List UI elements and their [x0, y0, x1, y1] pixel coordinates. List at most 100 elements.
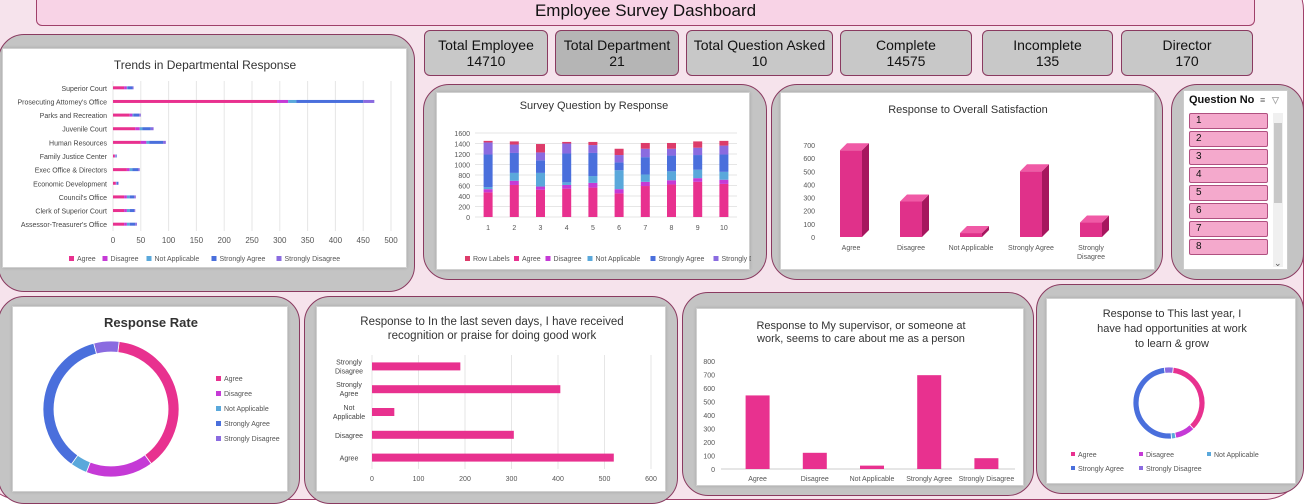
bar-strongly-disagree — [483, 142, 493, 155]
legend-swatch-strongly-agree — [216, 421, 221, 426]
x-tick-label: 5 — [591, 225, 595, 232]
slicer-title: Question No — [1189, 94, 1255, 106]
bar-top-strongly-agree — [1020, 164, 1049, 172]
legend-label-strongly-disagree: Strongly Disagree — [285, 256, 341, 263]
legend-swatch-disagree — [102, 256, 108, 261]
legend-label-not-applicable: Not Applicable — [155, 256, 200, 263]
bar-not-applicable — [640, 174, 650, 182]
kpi-label: Total Question Asked — [693, 37, 826, 53]
bar-agree — [113, 154, 115, 158]
slicer-item-3[interactable]: 3 — [1189, 149, 1268, 165]
legend-label-strongly-agree: Strongly Agree — [224, 421, 270, 428]
y-tick-label: Parks and Recreation — [40, 113, 107, 120]
y-tick-label: 0 — [811, 235, 815, 242]
bar-disagree — [124, 195, 127, 199]
bar-disagree — [719, 179, 729, 184]
legend-swatch-not-applicable — [1207, 452, 1211, 456]
bar-agree — [509, 184, 519, 217]
bar-strongly-agree — [719, 154, 729, 172]
x-tick-label: 450 — [357, 236, 371, 245]
x-tick-label: Disagree — [897, 245, 925, 252]
legend-swatch-strongly-agree — [1071, 466, 1075, 470]
x-tick-label: 300 — [506, 476, 518, 483]
bar-disagree — [126, 168, 130, 172]
overall-chart: Response to Overall Satisfaction 0 100 200 3… — [803, 104, 1109, 261]
slicer-item-7[interactable]: 7 — [1189, 221, 1268, 237]
bar-disagree — [129, 113, 133, 117]
scroll-thumb[interactable] — [1274, 123, 1282, 203]
bar-strongly-disagree — [614, 155, 624, 163]
legend-label-agree: Agree — [522, 256, 541, 263]
bar-strongly-agree — [142, 127, 151, 131]
bar-strongly-agree — [640, 157, 650, 175]
kpi-value: 14575 — [886, 53, 926, 69]
y-tick-label: 0 — [711, 467, 715, 474]
x-tick-label: 0 — [111, 236, 116, 245]
legend-label-disagree: Disagree — [111, 256, 139, 263]
clear-filter-icon[interactable]: ▽ — [1272, 95, 1279, 105]
bar-agree — [536, 189, 545, 217]
question-chart-card: Survey Question by Response 0 200 400 600 800… — [436, 92, 777, 270]
y-tick-label: 200 — [458, 205, 470, 212]
y-tick-label: Strongly — [336, 359, 362, 366]
slicer-item-8[interactable]: 8 — [1189, 239, 1268, 255]
x-tick-label: 200 — [218, 236, 232, 245]
slicer-item-2[interactable]: 2 — [1189, 131, 1268, 147]
y-tick-label: Agree — [340, 391, 359, 398]
slice-strongly-agree — [42, 342, 98, 465]
bar-agree — [614, 193, 624, 217]
y-tick-label: 800 — [703, 359, 715, 366]
legend-swatch-strongly-disagree — [713, 256, 719, 261]
x-tick-label: 100 — [413, 476, 425, 483]
y-tick-label: Assessor-Treasurer's Office — [21, 222, 107, 229]
bar-strongly-disagree — [1080, 222, 1102, 237]
bar-disagree — [124, 86, 127, 90]
slicer-header: Question No ≡ ▽ — [1184, 91, 1287, 111]
multi-select-icon[interactable]: ≡ — [1260, 95, 1266, 105]
slice-strongly-agree — [1132, 366, 1172, 440]
bar-strongly-agree — [483, 154, 493, 188]
bar-disagree — [693, 178, 703, 182]
bar-strongly-agree — [372, 385, 561, 394]
bar-disagree — [588, 182, 598, 188]
bar-agree — [113, 195, 125, 199]
bar-disagree — [135, 127, 140, 131]
y-tick-label: Not — [344, 405, 355, 412]
chevron-down-icon[interactable]: ⌄ — [1274, 258, 1282, 268]
bar-not-applicable — [509, 172, 519, 181]
legend-label-strongly-agree: Strongly Agree — [659, 256, 705, 263]
bar-top-strongly-disagree — [1080, 215, 1109, 223]
bar-side-strongly-agree — [1042, 164, 1049, 237]
bar-strongly-agree — [509, 152, 519, 173]
bar-agree — [113, 209, 125, 213]
slicer-item-5[interactable]: 5 — [1189, 185, 1268, 201]
bar-agree — [562, 188, 572, 217]
chart-title-line-2: recognition or praise for doing good wor… — [388, 330, 597, 342]
bar-strongly-agree — [693, 155, 703, 170]
bar-agree — [113, 113, 130, 117]
y-tick-label: 200 — [803, 209, 815, 216]
bar-strongly-agree — [296, 99, 364, 103]
bar-not-applicable — [126, 86, 129, 90]
bar-not-applicable — [126, 222, 130, 226]
kpi-value: 170 — [1175, 53, 1199, 69]
legend-label-strongly-agree: Strongly Agree — [1078, 466, 1124, 473]
bar-row-labels — [483, 140, 493, 143]
slicer-item-4[interactable]: 4 — [1189, 167, 1268, 183]
x-tick-label: 500 — [599, 476, 611, 483]
bar-agree — [113, 222, 125, 226]
slicer-scrollbar[interactable]: ⌄ — [1273, 113, 1283, 268]
x-tick-label: 9 — [696, 225, 700, 232]
kpi-total-employee: Total Employee 14710 — [424, 30, 548, 76]
slice-agree — [117, 341, 180, 465]
slicer-item-1[interactable]: 1 — [1189, 113, 1268, 129]
bar-not-applicable — [483, 187, 493, 190]
kpi-value: 10 — [751, 53, 768, 69]
legend-label-agree: Agree — [77, 256, 96, 263]
bar-row-labels — [562, 141, 572, 144]
bar-not-applicable — [719, 171, 729, 180]
bar-agree — [113, 181, 116, 185]
bar-disagree — [114, 154, 116, 158]
y-tick-label: 300 — [703, 427, 715, 434]
slicer-item-6[interactable]: 6 — [1189, 203, 1268, 219]
